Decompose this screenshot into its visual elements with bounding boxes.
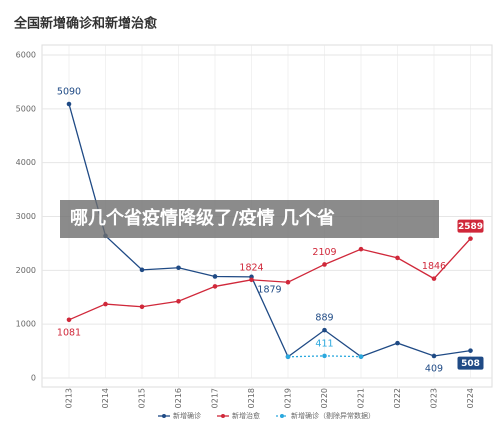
data-point: [395, 255, 400, 261]
legend-dot: [280, 414, 284, 418]
y-tick-label: 3000: [16, 212, 36, 221]
overlay-text: 哪几个省疫情降级了/疫情 几个省: [70, 207, 335, 229]
value-label: 409: [425, 363, 443, 374]
legend-label: 新增确诊（剔除异常数据）: [291, 411, 375, 420]
x-tick-label: 0221: [357, 388, 366, 408]
value-label: 889: [315, 313, 333, 324]
value-label: 508: [461, 359, 480, 369]
y-tick-label: 4000: [16, 158, 36, 167]
x-tick-label: 0213: [65, 388, 74, 408]
x-tick-label: 0220: [320, 388, 329, 408]
x-tick-label: 0214: [101, 388, 110, 408]
data-point: [285, 354, 291, 360]
y-tick-label: 2000: [16, 266, 36, 275]
data-point: [431, 353, 437, 359]
overlay-banner: [60, 200, 439, 238]
data-point: [322, 262, 327, 267]
data-point: [139, 267, 145, 273]
chart-title: 全国新增确诊和新增治愈: [13, 16, 158, 32]
x-tick-label: 0216: [174, 388, 183, 408]
x-tick-label: 0224: [466, 388, 475, 408]
data-point: [212, 284, 218, 289]
data-point: [176, 298, 181, 304]
data-point: [468, 236, 473, 241]
legend-label: 新增治愈: [232, 411, 260, 420]
data-point: [322, 327, 327, 333]
x-tick-label: 0218: [247, 388, 256, 408]
data-point: [322, 353, 327, 359]
y-tick-label: 1000: [16, 320, 36, 329]
y-tick-label: 5000: [16, 104, 36, 113]
series-line: [68, 238, 471, 321]
data-point: [66, 317, 72, 323]
data-point: [139, 304, 145, 310]
data-point: [285, 279, 291, 285]
x-tick-label: 0222: [393, 388, 402, 408]
data-point: [431, 276, 437, 281]
value-label-box: [457, 219, 484, 233]
value-label: 1824: [239, 262, 263, 273]
data-point: [395, 340, 400, 346]
value-label: 2589: [458, 222, 483, 232]
value-label: 1081: [57, 327, 81, 338]
data-point: [358, 246, 364, 252]
value-label: 2109: [312, 247, 336, 258]
series-line: [68, 103, 471, 358]
data-point: [212, 274, 218, 279]
value-label: 1846: [422, 261, 446, 272]
data-point: [358, 354, 364, 359]
data-point: [468, 348, 473, 353]
data-point: [176, 265, 181, 271]
legend-dot: [162, 414, 166, 418]
data-point: [249, 277, 254, 283]
legend-label: 新增确诊: [173, 411, 201, 420]
y-tick-label: 6000: [16, 51, 36, 60]
x-tick-label: 0215: [138, 388, 147, 408]
x-tick-label: 0223: [430, 388, 439, 408]
y-tick-label: 0: [31, 374, 36, 383]
value-label: 1879: [257, 284, 281, 295]
x-tick-label: 0219: [284, 388, 293, 408]
value-label: 5090: [57, 86, 81, 97]
legend-dot: [221, 414, 225, 418]
value-label-box: [457, 356, 484, 370]
x-tick-label: 0217: [211, 388, 220, 408]
value-label: 411: [315, 338, 333, 349]
data-point: [66, 101, 72, 107]
data-point: [103, 301, 108, 307]
